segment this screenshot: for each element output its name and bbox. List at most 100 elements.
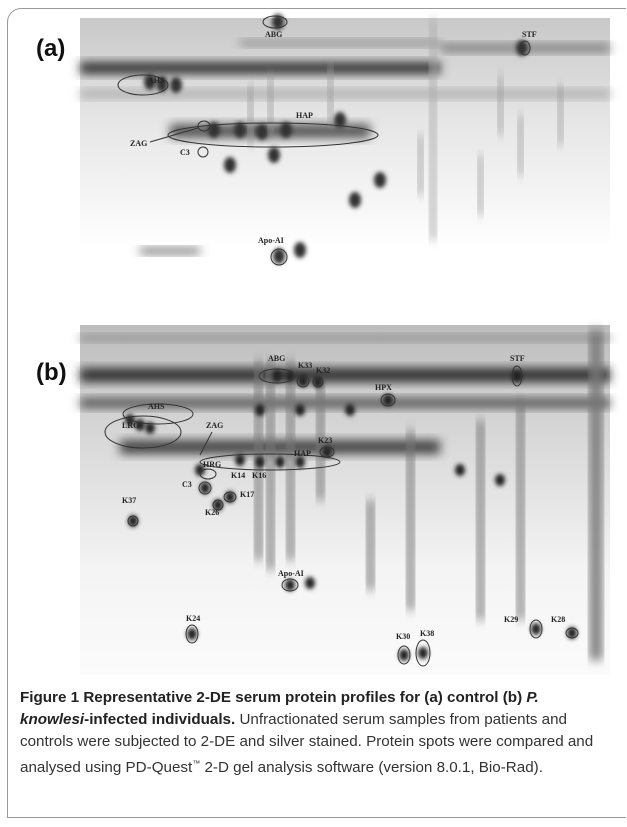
gel-spot — [418, 647, 428, 659]
caption-text: 2-D gel analysis software (version 8.0.1… — [204, 759, 543, 777]
gel-spot — [187, 628, 197, 640]
gel-spot — [305, 577, 315, 589]
spot-label: ZAG — [206, 421, 223, 430]
spot-label: K17 — [240, 490, 254, 499]
spot-ring — [519, 40, 531, 56]
pointer-line — [149, 127, 199, 143]
gel-spot — [567, 627, 577, 639]
gel-images: (a) (b) ABG STF AHS HAP ZAG C3 Apo-AI ABG K33 K32… — [36, 14, 610, 675]
spot-label: K23 — [318, 436, 332, 445]
spot-ring — [212, 499, 224, 511]
gel-spot — [334, 112, 346, 128]
gel-spot — [531, 623, 541, 635]
gel-spot — [275, 456, 285, 468]
gel-spot — [512, 370, 522, 382]
spot-ring — [197, 146, 209, 158]
spot-label: K26 — [205, 508, 219, 517]
spot-ring — [185, 624, 199, 644]
spot-label: HAP — [294, 449, 311, 458]
spot-label: K29 — [504, 615, 518, 624]
gel-band — [430, 20, 436, 240]
trademark: ™ — [192, 759, 201, 768]
gel-band — [407, 430, 414, 610]
spot-label: K30 — [396, 632, 410, 641]
gel-spot — [145, 422, 155, 434]
gel-spot — [495, 474, 505, 486]
gel-band — [517, 400, 524, 620]
gel-band — [267, 360, 274, 570]
panel-label: (b) — [36, 359, 67, 386]
gel-spot — [294, 242, 306, 258]
spot-label: HAP — [296, 111, 313, 120]
gel-band — [478, 155, 483, 215]
gel-band — [558, 85, 563, 145]
spot-label: Apo-AI — [258, 236, 284, 245]
gel-spot — [208, 122, 220, 138]
spot-ring — [198, 481, 212, 495]
spot-label: K28 — [551, 615, 565, 624]
spot-ring — [199, 468, 217, 480]
gel-band — [328, 65, 333, 125]
figure-caption: Figure 1 Representative 2-DE serum prote… — [20, 687, 610, 779]
gel-spot — [225, 491, 235, 503]
gel-spot — [285, 370, 295, 382]
caption-label: Figure 1 — [20, 689, 80, 706]
gel-band — [498, 75, 503, 135]
gel-spot — [455, 464, 465, 476]
caption-title-end: -infected individuals. — [84, 711, 236, 728]
gel-spot — [298, 375, 308, 387]
spot-ring — [296, 374, 310, 388]
spot-label: K14 — [231, 471, 245, 480]
spot-ring — [122, 403, 194, 425]
spot-label: K16 — [252, 471, 266, 480]
caption-title: Representative 2-DE serum protein profil… — [83, 689, 523, 706]
spot-ring — [104, 415, 182, 449]
spot-ring — [197, 120, 211, 132]
gel-band — [80, 90, 610, 98]
gel-band — [367, 500, 374, 590]
gel-spot — [144, 74, 156, 90]
gel-spot — [349, 192, 361, 208]
spot-ring — [270, 248, 288, 266]
gel-band — [268, 75, 273, 135]
gel-spot — [295, 404, 305, 416]
gel-band — [120, 440, 440, 454]
spot-label: LRG — [122, 421, 139, 430]
spot-ring — [415, 639, 431, 667]
gel-band — [140, 248, 200, 254]
gel-spot — [374, 172, 386, 188]
figure-frame — [7, 8, 626, 818]
gel-spot — [195, 464, 205, 476]
spot-ring — [529, 619, 543, 639]
spot-label: HPX — [375, 383, 392, 392]
gel-spot — [272, 370, 282, 382]
gel-spot — [272, 14, 284, 30]
caption-text: Unfractionated serum samples from patien… — [20, 711, 594, 777]
gel-band — [418, 135, 423, 195]
gel-spot — [128, 515, 138, 527]
gel-b — [80, 325, 610, 675]
gel-a — [80, 14, 610, 264]
spot-label: K33 — [298, 361, 312, 370]
spot-ring — [117, 74, 169, 96]
gel-spot — [345, 404, 355, 416]
spot-label: STF — [510, 354, 525, 363]
spot-ring — [258, 368, 296, 384]
spot-label: HRG — [203, 460, 221, 469]
gel-band — [80, 398, 610, 408]
gel-spot — [383, 394, 393, 406]
spot-label: K32 — [316, 366, 330, 375]
caption-species: P. knowlesi — [20, 689, 539, 728]
gel-band — [80, 335, 610, 341]
gel-spot — [213, 499, 223, 511]
spot-ring — [167, 122, 379, 148]
spot-ring — [511, 365, 523, 387]
gel-spot — [235, 454, 245, 466]
spot-label: K24 — [186, 614, 200, 623]
spot-label: AHS — [148, 76, 165, 85]
spot-ring — [127, 515, 139, 527]
spot-ring — [262, 15, 288, 29]
spot-ring — [199, 453, 341, 471]
gel-band — [590, 330, 602, 660]
